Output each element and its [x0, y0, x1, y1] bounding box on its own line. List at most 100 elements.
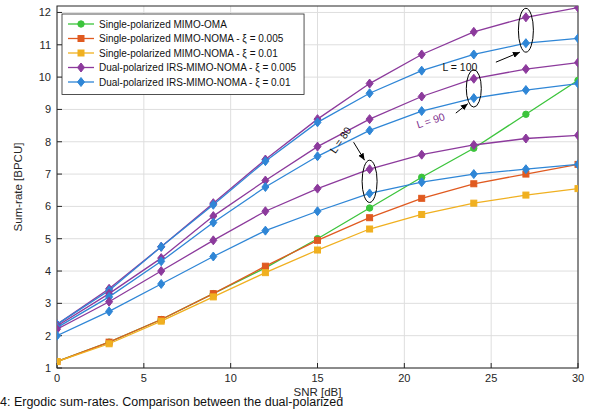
tick [404, 363, 405, 368]
x-tick-label: 20 [398, 372, 410, 384]
tick [57, 206, 62, 207]
y-tick-label: 1 [45, 362, 51, 374]
legend-marker [78, 63, 85, 72]
legend-marker [78, 78, 85, 87]
plot-frame [57, 6, 578, 368]
point [575, 34, 579, 43]
series [57, 131, 578, 334]
point [575, 58, 579, 67]
y-tick-label: 3 [45, 297, 51, 309]
x-tick-label: 10 [225, 372, 237, 384]
series-line [57, 164, 578, 361]
legend-marker [78, 21, 84, 27]
y-axis-label: Sum-rate [BPCU] [12, 143, 24, 232]
point [314, 118, 321, 127]
x-tick-label: 0 [54, 372, 60, 384]
annotation-ellipse [362, 160, 377, 202]
plot-bg [57, 6, 578, 368]
point [418, 92, 425, 101]
point [418, 107, 425, 116]
annotation-arrow [456, 104, 468, 113]
grid [57, 6, 578, 368]
legend: Single-polarized MIMO-OMASingle-polarize… [62, 14, 304, 95]
point [470, 140, 477, 149]
tick [317, 363, 318, 368]
point [106, 297, 113, 306]
legend-marker [78, 50, 84, 56]
point [522, 65, 529, 74]
point [366, 89, 373, 98]
tick [230, 363, 231, 368]
series-line [57, 80, 578, 361]
point [522, 165, 529, 174]
y-tick-label: 9 [45, 103, 51, 115]
series-line [57, 164, 578, 335]
point [57, 359, 60, 365]
series [57, 34, 578, 329]
point [470, 170, 477, 179]
tick [57, 238, 62, 239]
point [262, 270, 268, 276]
series-line [57, 38, 578, 324]
point [471, 200, 477, 206]
point [471, 181, 477, 187]
point [262, 226, 269, 235]
point [210, 236, 217, 245]
point [57, 359, 60, 365]
x-tick-label: 15 [311, 372, 323, 384]
chart: 051015202530123456789101112SNR [dB]Sum-r… [0, 0, 592, 410]
grid-line [57, 335, 578, 336]
point [210, 218, 217, 227]
point [315, 237, 321, 243]
point [262, 263, 268, 269]
y-tick-label: 12 [39, 6, 51, 18]
point [418, 50, 425, 59]
tick [57, 271, 62, 272]
caption: 4: Ergodic sum-rates. Comparison between… [0, 395, 343, 409]
point [158, 242, 165, 251]
annotation-text: L = 100 [442, 61, 477, 73]
annotations: L = 100L = 90L = 80 [327, 8, 533, 202]
point [314, 152, 321, 161]
point [470, 27, 477, 36]
point [575, 186, 578, 192]
point [262, 157, 269, 166]
legend-marker [78, 36, 84, 42]
point [210, 200, 217, 209]
point [522, 39, 529, 48]
point [158, 242, 165, 251]
point [470, 50, 477, 59]
axes: 051015202530123456789101112 [39, 6, 584, 384]
point [419, 195, 425, 201]
tick [57, 44, 62, 45]
point [418, 66, 425, 75]
point [158, 267, 165, 276]
y-tick-label: 5 [45, 233, 51, 245]
point [522, 86, 529, 95]
point [366, 205, 372, 211]
point [575, 79, 579, 88]
tick [143, 363, 144, 368]
point [106, 307, 113, 316]
annotation-text: L = 90 [415, 110, 447, 130]
tick [57, 109, 62, 110]
series-line [57, 8, 578, 325]
point [315, 247, 321, 253]
point [366, 189, 373, 198]
grid-line [57, 109, 578, 110]
point [367, 226, 373, 232]
point [523, 192, 529, 198]
legend-label: Single-polarized MIMO-NOMA - ξ = 0.005 [99, 33, 284, 45]
series [57, 79, 578, 332]
tick [57, 303, 62, 304]
series [57, 77, 578, 365]
grid-line [57, 271, 578, 272]
tick [57, 141, 62, 142]
point [210, 252, 217, 261]
point [57, 331, 61, 340]
y-tick-label: 4 [45, 265, 51, 277]
point [418, 178, 425, 187]
annotation-ellipse [466, 70, 481, 107]
y-tick-label: 11 [40, 39, 51, 51]
point [314, 142, 321, 151]
